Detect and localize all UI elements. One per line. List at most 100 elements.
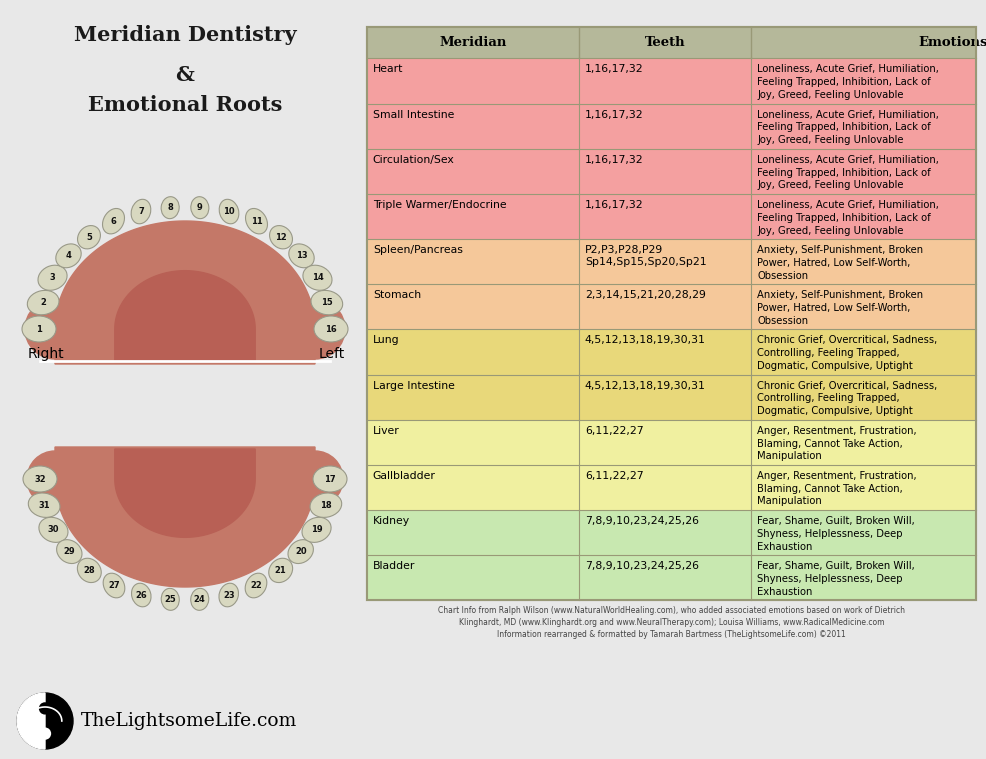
Circle shape xyxy=(17,693,73,749)
Text: Loneliness, Acute Grief, Humiliation,
Feeling Trapped, Inhibition, Lack of
Joy, : Loneliness, Acute Grief, Humiliation, Fe… xyxy=(757,109,940,145)
Text: Chart Info from Ralph Wilson (www.NaturalWorldHealing.com), who added associated: Chart Info from Ralph Wilson (www.Natura… xyxy=(438,606,905,639)
Text: 24: 24 xyxy=(194,595,206,604)
Text: 27: 27 xyxy=(108,581,120,590)
Ellipse shape xyxy=(269,225,293,249)
Ellipse shape xyxy=(77,559,102,583)
Bar xyxy=(367,420,976,465)
Ellipse shape xyxy=(289,244,315,268)
Text: 1,16,17,32: 1,16,17,32 xyxy=(585,109,644,120)
Bar xyxy=(367,510,976,556)
Text: 25: 25 xyxy=(165,595,176,604)
Ellipse shape xyxy=(104,573,125,598)
Text: Loneliness, Acute Grief, Humiliation,
Feeling Trapped, Inhibition, Lack of
Joy, : Loneliness, Acute Grief, Humiliation, Fe… xyxy=(757,65,940,100)
Ellipse shape xyxy=(161,197,179,219)
Bar xyxy=(367,27,976,58)
Circle shape xyxy=(38,702,51,714)
Bar xyxy=(367,465,976,510)
Ellipse shape xyxy=(269,559,293,583)
Text: 31: 31 xyxy=(38,501,50,510)
Bar xyxy=(367,285,976,329)
Text: Kidney: Kidney xyxy=(373,516,410,526)
Ellipse shape xyxy=(310,493,342,518)
Text: Small Intestine: Small Intestine xyxy=(373,109,455,120)
Ellipse shape xyxy=(131,583,151,606)
Ellipse shape xyxy=(78,225,101,249)
Text: Emotions: Emotions xyxy=(919,36,986,49)
Bar xyxy=(367,58,976,104)
Ellipse shape xyxy=(38,265,67,290)
Text: 2: 2 xyxy=(40,298,46,307)
Text: Loneliness, Acute Grief, Humiliation,
Feeling Trapped, Inhibition, Lack of
Joy, : Loneliness, Acute Grief, Humiliation, Fe… xyxy=(757,155,940,191)
Text: 12: 12 xyxy=(275,233,287,241)
Bar xyxy=(367,555,976,600)
Text: 11: 11 xyxy=(250,216,262,225)
Ellipse shape xyxy=(56,540,82,563)
Text: Lung: Lung xyxy=(373,335,399,345)
Bar xyxy=(367,104,976,149)
Text: 15: 15 xyxy=(321,298,332,307)
Polygon shape xyxy=(114,449,255,537)
Ellipse shape xyxy=(219,200,239,224)
Ellipse shape xyxy=(131,200,151,224)
Ellipse shape xyxy=(303,265,332,290)
Bar xyxy=(367,329,976,375)
Text: 6,11,22,27: 6,11,22,27 xyxy=(585,426,644,436)
Text: Meridian Dentistry: Meridian Dentistry xyxy=(74,25,297,45)
Text: &: & xyxy=(176,65,194,85)
Circle shape xyxy=(27,451,83,507)
Text: 7,8,9,10,23,24,25,26: 7,8,9,10,23,24,25,26 xyxy=(585,516,699,526)
Text: 4,5,12,13,18,19,30,31: 4,5,12,13,18,19,30,31 xyxy=(585,335,706,345)
Ellipse shape xyxy=(313,466,347,492)
Text: 10: 10 xyxy=(223,207,235,216)
Bar xyxy=(367,375,976,420)
Text: Chronic Grief, Overcritical, Sadness,
Controlling, Feeling Trapped,
Dogmatic, Co: Chronic Grief, Overcritical, Sadness, Co… xyxy=(757,380,938,416)
Text: Large Intestine: Large Intestine xyxy=(373,380,455,391)
Text: 1,16,17,32: 1,16,17,32 xyxy=(585,65,644,74)
Text: 18: 18 xyxy=(320,501,331,510)
Bar xyxy=(367,194,976,239)
Ellipse shape xyxy=(29,493,60,518)
Text: Anxiety, Self-Punishment, Broken
Power, Hatred, Low Self-Worth,
Obsession: Anxiety, Self-Punishment, Broken Power, … xyxy=(757,290,924,326)
Bar xyxy=(367,149,976,194)
Text: Heart: Heart xyxy=(373,65,403,74)
Text: 29: 29 xyxy=(63,547,75,556)
Ellipse shape xyxy=(28,291,59,315)
Text: Spleen/Pancreas: Spleen/Pancreas xyxy=(373,245,462,255)
Text: P2,P3,P28,P29
Sp14,Sp15,Sp20,Sp21: P2,P3,P28,P29 Sp14,Sp15,Sp20,Sp21 xyxy=(585,245,706,266)
Ellipse shape xyxy=(103,209,124,234)
Ellipse shape xyxy=(22,316,56,342)
Text: 13: 13 xyxy=(296,251,308,260)
Text: Anxiety, Self-Punishment, Broken
Power, Hatred, Low Self-Worth,
Obsession: Anxiety, Self-Punishment, Broken Power, … xyxy=(757,245,924,281)
Text: 14: 14 xyxy=(312,273,323,282)
Text: 32: 32 xyxy=(35,474,45,483)
Text: 5: 5 xyxy=(86,233,92,241)
Ellipse shape xyxy=(191,197,209,219)
Text: 26: 26 xyxy=(135,591,147,600)
Text: 30: 30 xyxy=(47,525,59,534)
Text: 22: 22 xyxy=(250,581,262,590)
Text: 6,11,22,27: 6,11,22,27 xyxy=(585,471,644,481)
Polygon shape xyxy=(55,447,315,587)
Polygon shape xyxy=(17,693,45,749)
Text: Circulation/Sex: Circulation/Sex xyxy=(373,155,455,165)
Text: 20: 20 xyxy=(295,547,307,556)
Ellipse shape xyxy=(190,588,209,610)
Polygon shape xyxy=(114,271,255,362)
Text: Meridian: Meridian xyxy=(439,36,507,49)
Text: Emotional Roots: Emotional Roots xyxy=(88,95,282,115)
Text: 1: 1 xyxy=(36,325,42,333)
Circle shape xyxy=(285,299,345,359)
Ellipse shape xyxy=(219,583,239,606)
Polygon shape xyxy=(55,221,315,364)
Ellipse shape xyxy=(246,573,267,598)
Ellipse shape xyxy=(38,518,68,543)
Ellipse shape xyxy=(288,540,314,563)
Text: Triple Warmer/Endocrine: Triple Warmer/Endocrine xyxy=(373,200,507,210)
Text: 23: 23 xyxy=(223,591,235,600)
Bar xyxy=(367,27,976,600)
Text: Bladder: Bladder xyxy=(373,561,415,572)
Text: 28: 28 xyxy=(84,566,95,575)
Ellipse shape xyxy=(311,291,343,315)
Text: Fear, Shame, Guilt, Broken Will,
Shyness, Helplessness, Deep
Exhaustion: Fear, Shame, Guilt, Broken Will, Shyness… xyxy=(757,516,915,552)
Text: 9: 9 xyxy=(197,203,203,213)
